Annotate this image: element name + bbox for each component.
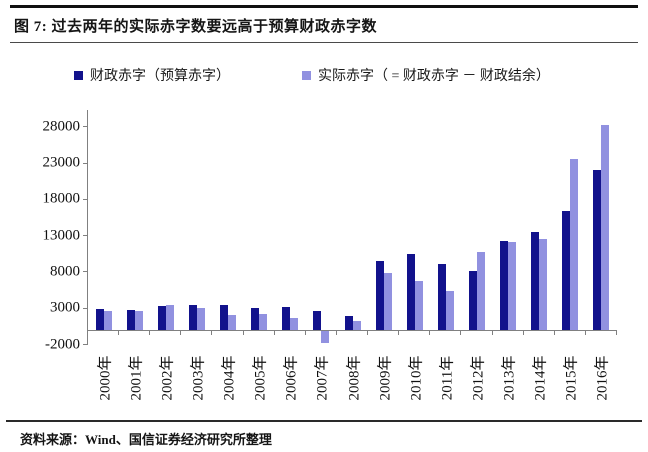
bar-budget-deficit xyxy=(593,170,602,330)
x-category-label: 2010年 xyxy=(408,355,425,401)
x-tick-mark xyxy=(149,330,151,335)
x-category-label: 2003年 xyxy=(190,355,207,401)
y-tick-mark xyxy=(83,198,87,200)
bar-actual-deficit xyxy=(134,311,143,330)
bar-actual-deficit xyxy=(508,241,517,330)
figure-title: 图 7: 过去两年的实际赤字数要远高于预算财政赤字数 xyxy=(14,19,377,35)
x-category-label: 2009年 xyxy=(377,355,394,401)
bar-actual-deficit xyxy=(445,290,454,330)
y-tick-mark xyxy=(83,344,87,346)
x-tick-mark xyxy=(242,330,244,335)
bar-budget-deficit xyxy=(251,308,260,330)
bar-actual-deficit xyxy=(476,251,485,330)
y-tick-mark xyxy=(83,235,87,237)
x-category-label: 2005年 xyxy=(252,355,269,401)
bar-budget-deficit xyxy=(375,261,384,330)
legend-label-actual: 实际赤字（ = 财政赤字 － 财政结余） xyxy=(318,69,550,84)
y-tick-mark xyxy=(83,271,87,273)
bar-budget-deficit xyxy=(220,305,229,330)
top-rule xyxy=(10,5,638,8)
bar-budget-deficit xyxy=(531,231,540,330)
y-tick-label: 18000 xyxy=(42,190,81,207)
bar-actual-deficit xyxy=(321,331,330,344)
x-tick-mark xyxy=(367,330,369,335)
bar-actual-deficit xyxy=(196,307,205,330)
bar-budget-deficit xyxy=(344,315,353,330)
x-category-label: 2000年 xyxy=(97,355,114,401)
x-category-label: 2015年 xyxy=(563,355,580,401)
x-category-label: 2004年 xyxy=(221,355,238,401)
bar-budget-deficit xyxy=(282,307,291,330)
bar-budget-deficit xyxy=(188,304,197,330)
x-category-label: 2007年 xyxy=(314,355,331,401)
x-category-label: 2011年 xyxy=(439,355,456,401)
x-category-label: 2014年 xyxy=(532,355,549,401)
source-note: 资料来源：Wind、国信证券经济研究所整理 xyxy=(20,432,272,447)
bar-actual-deficit xyxy=(601,124,610,330)
bar-actual-deficit xyxy=(259,314,268,330)
y-tick-label: 3000 xyxy=(50,299,80,316)
y-tick-mark xyxy=(83,307,87,309)
bar-budget-deficit xyxy=(157,306,166,330)
x-tick-mark xyxy=(584,330,586,335)
bar-actual-deficit xyxy=(103,311,112,330)
y-axis-line xyxy=(87,110,88,345)
x-tick-mark xyxy=(304,330,306,335)
x-tick-mark xyxy=(398,330,400,335)
x-tick-mark xyxy=(522,330,524,335)
bar-budget-deficit xyxy=(468,271,477,330)
x-tick-mark xyxy=(616,330,617,335)
bar-actual-deficit xyxy=(165,305,174,330)
bar-actual-deficit xyxy=(414,280,423,330)
bar-actual-deficit xyxy=(539,238,548,330)
x-tick-mark xyxy=(553,330,555,335)
bar-budget-deficit xyxy=(562,210,571,330)
x-category-label: 2008年 xyxy=(346,355,362,401)
bar-budget-deficit xyxy=(406,253,415,330)
bar-actual-deficit xyxy=(383,273,392,330)
x-axis-line xyxy=(87,330,617,331)
y-tick-label: 23000 xyxy=(42,154,81,171)
bar-budget-deficit xyxy=(126,309,135,330)
x-category-label: 2012年 xyxy=(470,355,487,401)
y-tick-label: 13000 xyxy=(42,227,81,244)
bar-budget-deficit xyxy=(500,241,509,330)
y-tick-label: -2000 xyxy=(45,336,80,353)
bar-budget-deficit xyxy=(313,311,322,330)
legend-item-budget-deficit: 财政赤字（预算赤字） xyxy=(74,65,230,85)
legend-swatch-budget-icon xyxy=(74,70,83,80)
title-separator-rule xyxy=(10,42,638,43)
y-tick-label: 28000 xyxy=(42,118,81,135)
footer-separator-rule xyxy=(6,420,642,422)
bar-actual-deficit xyxy=(352,320,361,330)
bar-budget-deficit xyxy=(437,263,446,330)
x-tick-mark xyxy=(180,330,182,335)
x-tick-mark xyxy=(429,330,431,335)
x-category-label: 2013年 xyxy=(501,355,518,401)
y-tick-mark xyxy=(83,126,87,128)
bar-actual-deficit xyxy=(570,158,579,330)
y-tick-mark xyxy=(83,162,87,164)
x-category-label: 2016年 xyxy=(594,355,611,401)
bar-budget-deficit xyxy=(95,308,104,330)
legend-item-actual-deficit: 实际赤字（ = 财政赤字 － 财政结余） xyxy=(302,65,550,85)
bar-actual-deficit xyxy=(228,315,237,330)
x-tick-mark xyxy=(87,330,88,335)
y-tick-label: 8000 xyxy=(50,263,80,280)
x-tick-mark xyxy=(118,330,120,335)
x-tick-mark xyxy=(335,330,337,335)
bar-actual-deficit xyxy=(290,318,299,330)
x-tick-mark xyxy=(273,330,275,335)
x-tick-mark xyxy=(460,330,462,335)
x-tick-mark xyxy=(211,330,213,335)
x-category-label: 2001年 xyxy=(128,355,145,401)
x-category-label: 2002年 xyxy=(159,355,176,401)
legend-swatch-actual-icon xyxy=(302,70,311,80)
x-tick-mark xyxy=(491,330,493,335)
legend-label-budget: 财政赤字（预算赤字） xyxy=(90,69,230,84)
x-category-label: 2006年 xyxy=(283,355,300,401)
